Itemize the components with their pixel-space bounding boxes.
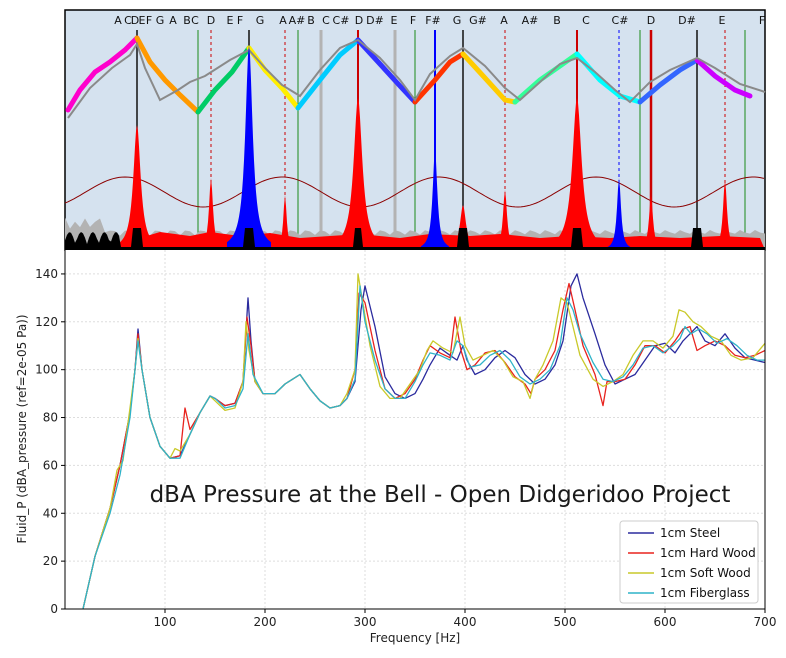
red-resonance-peak [549,98,605,250]
note-label: G# [469,14,487,27]
note-label: F# [425,14,441,27]
note-label: B [553,14,561,27]
y-axis-ticks: 0 20 40 60 80 100 120 140 [35,267,65,616]
note-label: D# [366,14,384,27]
blue-peaks [227,45,631,250]
red-resonance-peak [445,205,481,250]
series-line-4 [82,285,765,610]
note-label: C [124,14,132,27]
x-axis-ticks: 100 200 300 400 500 600 700 [154,609,777,629]
note-label: D [647,14,655,27]
note-label: F [237,14,243,27]
note-label: D [207,14,215,27]
legend-items: 1cm Steel 1cm Hard Wood 1cm Soft Wood 1cm F… [628,526,756,600]
rainbow-segment [65,35,140,113]
note-label: A# [522,14,539,27]
rainbow-segment [295,37,361,111]
y-tick-label: 40 [43,506,58,520]
x-tick-label: 300 [354,615,377,629]
note-label: E [391,14,398,27]
y-axis-label: Fluid_P (dBA_pressure (ref=2e-05 Pa)) [15,314,29,543]
red-resonance-peak [275,195,295,250]
rainbow-segment [355,37,418,105]
red-resonance-peak [115,125,159,250]
note-label: D [131,14,139,27]
blue-resonance-peak [607,178,631,250]
grey-impedance-curve [67,38,766,119]
note-label: G [453,14,462,27]
note-label: A [114,14,122,27]
rainbow-segment [694,57,753,99]
blue-resonance-peak [227,45,271,250]
red-resonance-peak [639,196,663,250]
legend-label: 1cm Steel [660,526,720,540]
note-label: A# [289,14,306,27]
series-lines [82,273,766,610]
chart-title: dBA Pressure at the Bell - Open Didgerid… [150,482,731,508]
note-label: F [759,14,765,27]
y-tick-label: 20 [43,554,58,568]
y-tick-label: 100 [35,363,58,377]
x-tick-label: 500 [554,615,577,629]
y-tick-label: 140 [35,267,58,281]
legend-label: 1cm Soft Wood [660,566,751,580]
series-line-3 [82,273,766,610]
note-label: E [719,14,726,27]
note-label: D# [678,14,696,27]
envelope-curve [64,176,765,208]
note-label: G [156,14,165,27]
red-resonance-peak [332,98,384,250]
note-label: D [355,14,363,27]
rainbow-segment [460,51,518,105]
x-tick-label: 200 [254,615,277,629]
x-axis-label: Frequency [Hz] [370,631,461,645]
rainbow-segment [412,51,466,105]
note-label: C [191,14,199,27]
legend-box [619,520,759,604]
legend-label: 1cm Hard Wood [660,546,756,560]
rainbow-segment [637,57,700,105]
note-label: G [256,14,265,27]
x-tick-label: 600 [654,615,677,629]
note-label: C# [333,14,350,27]
impedance-panel: A CD E F G A B C D E F G A A# B C C# D D# E F F# G G# A A# B C C# D D#… [64,9,766,251]
y-tick-label: 60 [43,458,58,472]
note-label: C# [612,14,629,27]
note-labels: A CD E F G A B C D E F G A A# B C C# D D# E F F# G G# A A# B C C# D D#… [114,14,765,27]
rainbow-curves [65,35,753,115]
rainbow-segment [134,35,201,115]
x-tick-label: 700 [754,615,777,629]
x-tick-label: 400 [454,615,477,629]
x-tick-label: 100 [154,615,177,629]
note-label: C [322,14,330,27]
note-label: F [410,14,416,27]
red-resonance-peak [493,190,517,250]
note-label: A [279,14,287,27]
y-tick-label: 0 [50,602,58,616]
note-label: A [500,14,508,27]
rainbow-segment [195,45,252,115]
note-label: C [582,14,590,27]
note-label: A [169,14,177,27]
black-base-area [65,228,765,250]
red-resonance-peak [199,178,223,250]
legend: 1cm Steel 1cm Hard Wood 1cm Soft Wood 1cm F… [619,520,759,604]
y-tick-label: 80 [43,411,58,425]
note-label: E [227,14,234,27]
red-peaks [115,98,765,250]
y-tick-label: 120 [35,315,58,329]
pressure-panel: 0 20 40 60 80 100 120 140 100 200 300 400 500 600 700… [15,250,776,645]
note-label: B [183,14,191,27]
blue-resonance-peak [421,150,449,250]
note-label: E [139,14,146,27]
note-label: B [307,14,315,27]
note-label: F [146,14,152,27]
red-resonance-peak [713,180,737,250]
legend-label: 1cm Fiberglass [660,586,750,600]
